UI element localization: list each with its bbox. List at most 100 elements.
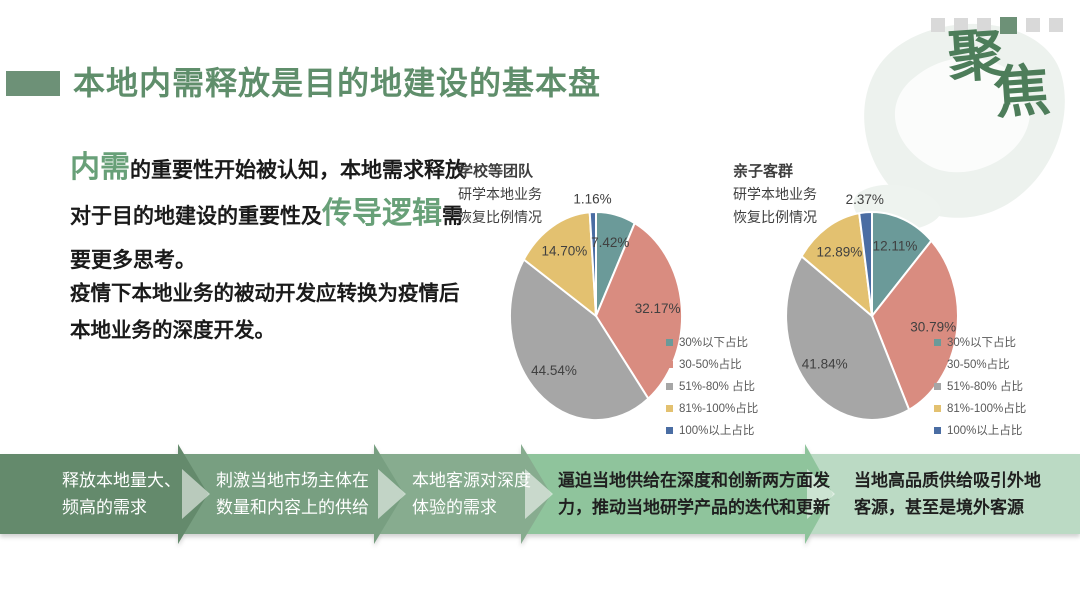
process-step-shape-5 (805, 454, 1080, 534)
page-dot-active (1000, 16, 1017, 34)
body-text: 需 (442, 204, 463, 228)
process-step-3-text: 本地客源对深度 体验的需求 (412, 467, 577, 521)
legend-item: 30%以下占比 (934, 331, 1026, 353)
page-dot (977, 18, 991, 32)
chart-1-subtitle-line-2: 恢复比例情况 (458, 209, 542, 225)
legend-item: 30-50%占比 (666, 353, 758, 375)
chart-1-title: 学校等团队 (458, 163, 534, 180)
process-step-shape-1 (0, 444, 208, 544)
process-step-shape-3 (374, 444, 551, 544)
legend-swatch (666, 426, 673, 434)
legend-label: 30-50%占比 (679, 359, 742, 371)
legend-label: 81%-100%占比 (947, 403, 1027, 415)
chart-1-heading: 学校等团队 研学本地业务 恢复比例情况 (458, 160, 542, 229)
highlight-text: 内需 (70, 151, 130, 184)
legend-item: 51%-80% 占比 (934, 375, 1026, 397)
text-line: 本地业务的深度开发。 (70, 313, 460, 350)
legend-item: 30-50%占比 (934, 353, 1026, 375)
legend-label: 30%以下占比 (679, 337, 749, 349)
intro-paragraph-2: 疫情下本地业务的被动开发应转换为疫情后 本地业务的深度开发。 (70, 276, 460, 350)
process-step-1-text: 释放本地量大、 频高的需求 (62, 467, 232, 521)
text-line: 本地客源对深度 (412, 471, 531, 490)
text-line: 频高的需求 (62, 498, 147, 517)
legend-item: 100%以上占比 (934, 419, 1026, 441)
legend-swatch (934, 338, 941, 346)
legend-item: 30%以下占比 (666, 331, 758, 353)
chart-2-legend: 30%以下占比 30-50%占比 51%-80% 占比 81%-100%占比 100%以… (934, 331, 1026, 441)
legend-swatch (934, 382, 941, 390)
text-line: 刺激当地市场主体在 (216, 471, 369, 490)
process-step-shape-2 (178, 444, 404, 544)
chart-2-title: 亲子客群 (733, 163, 794, 180)
pie-label: 32.17% (635, 301, 681, 316)
legend-item: 51%-80% 占比 (666, 375, 758, 397)
body-text: 的重要性开始被认知，本地需求释放 (130, 158, 466, 182)
pie-slice (588, 211, 597, 317)
text-line: 释放本地量大、 (62, 471, 181, 490)
page-dot (931, 18, 945, 32)
legend-label: 100%以上占比 (679, 425, 755, 437)
legend-swatch (934, 404, 941, 412)
pie-slice (858, 211, 873, 317)
text-line: 当地高品质供给吸引外地 (854, 471, 1041, 490)
text-line: 体验的需求 (412, 498, 497, 517)
text-line: 数量和内容上的供给 (216, 498, 369, 517)
chart-2-subtitle-line-1: 研学本地业务 (733, 186, 817, 202)
process-step-5-text: 当地高品质供给吸引外地 客源，甚至是境外客源 (854, 467, 1080, 521)
process-step-shape-4 (521, 444, 833, 544)
body-text: 对于目的地建设的重要性及 (70, 204, 322, 228)
focus-logo-char-2: 焦 (991, 57, 1053, 127)
page-title: 本地内需释放是目的地建设的基本盘 (73, 65, 602, 101)
body-text: 本地业务的深度开发。 (70, 320, 275, 342)
legend-item: 81%-100%占比 (666, 397, 758, 419)
text-line: 内需的重要性开始被认知，本地需求释放 (70, 146, 466, 192)
legend-label: 51%-80% 占比 (947, 381, 1024, 393)
page-dot (1049, 18, 1063, 32)
body-text: 要更多思考。 (70, 248, 196, 272)
legend-item: 81%-100%占比 (934, 397, 1026, 419)
chevron-arrow-icon (182, 469, 210, 519)
chevron-arrow-icon (525, 469, 553, 519)
text-line: 要更多思考。 (70, 238, 466, 282)
pagination-dots (931, 15, 1063, 35)
legend-label: 30%以下占比 (947, 337, 1017, 349)
highlight-text: 传导逻辑 (322, 197, 442, 230)
pie-slice (508, 258, 650, 422)
process-step-2-text: 刺激当地市场主体在 数量和内容上的供给 (216, 467, 406, 521)
chart-1-legend: 30%以下占比 30-50%占比 51%-80% 占比 81%-100%占比 100%以… (666, 331, 758, 441)
pie-label: 41.84% (802, 356, 848, 371)
legend-swatch (666, 404, 673, 412)
legend-swatch (666, 382, 673, 390)
body-text: 疫情下本地业务的被动开发应转换为疫情后 (70, 283, 460, 305)
text-line: 逼迫当地供给在深度和创新两方面发 (558, 471, 830, 490)
pie-label: 12.11% (873, 239, 918, 254)
chevron-arrow-icon (807, 469, 835, 519)
legend-label: 81%-100%占比 (679, 403, 759, 415)
process-step-4-text: 逼迫当地供给在深度和创新两方面发 力，推动当地研学产品的迭代和更新 (558, 467, 848, 521)
text-line: 客源，甚至是境外客源 (854, 498, 1024, 517)
legend-swatch (934, 360, 941, 368)
chevron-arrow-icon (378, 469, 406, 519)
text-line: 疫情下本地业务的被动开发应转换为疫情后 (70, 276, 460, 313)
legend-swatch (666, 338, 673, 346)
pie-slice (595, 210, 636, 317)
legend-label: 30-50%占比 (947, 359, 1010, 371)
pie-label: 44.54% (531, 363, 577, 378)
pie-label: 12.89% (817, 244, 863, 259)
pie-slice (785, 255, 911, 421)
legend-item: 100%以上占比 (666, 419, 758, 441)
legend-label: 51%-80% 占比 (679, 381, 756, 393)
pie-slice (871, 211, 933, 317)
page-dot (1026, 18, 1040, 32)
page-dot (954, 18, 968, 32)
pie-label: 1.16% (573, 192, 611, 207)
chart-2-heading: 亲子客群 研学本地业务 恢复比例情况 (733, 160, 817, 229)
pie-label: 14.70% (542, 244, 588, 259)
pie-label: 2.37% (846, 192, 884, 207)
text-line: 力，推动当地研学产品的迭代和更新 (558, 498, 830, 517)
text-line: 对于目的地建设的重要性及传导逻辑需 (70, 192, 466, 238)
chart-2-subtitle-line-2: 恢复比例情况 (733, 209, 817, 225)
legend-label: 100%以上占比 (947, 425, 1023, 437)
pie-label: 7.42% (591, 235, 629, 250)
